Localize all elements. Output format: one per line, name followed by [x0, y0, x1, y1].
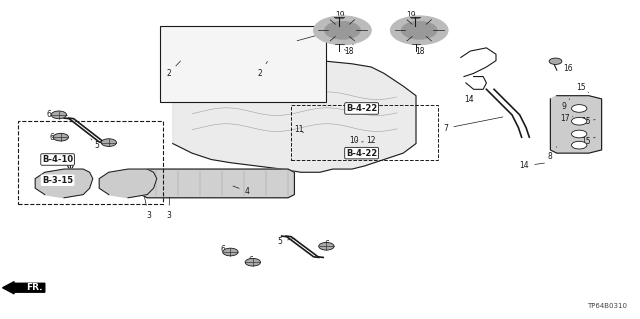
- Bar: [18, 121, 163, 204]
- Bar: [160, 26, 326, 102]
- Circle shape: [572, 130, 587, 138]
- Text: 14: 14: [520, 161, 545, 170]
- Text: B-4-10: B-4-10: [42, 155, 73, 164]
- Text: 13: 13: [353, 31, 369, 45]
- Text: B-4-22: B-4-22: [346, 104, 377, 113]
- Text: 3: 3: [166, 197, 172, 220]
- Text: 5: 5: [91, 139, 100, 150]
- Text: 12: 12: [362, 137, 376, 145]
- Text: B-4-22: B-4-22: [346, 149, 377, 158]
- Circle shape: [51, 111, 67, 119]
- Text: 6: 6: [50, 133, 55, 142]
- Circle shape: [101, 139, 116, 146]
- Text: 2: 2: [258, 61, 268, 78]
- Circle shape: [324, 21, 360, 39]
- Text: FR.: FR.: [26, 283, 42, 292]
- Text: 15: 15: [581, 117, 595, 126]
- Text: 3: 3: [145, 197, 151, 220]
- Text: B-3-15: B-3-15: [42, 176, 73, 185]
- Text: 13: 13: [421, 31, 437, 45]
- Text: 19: 19: [335, 11, 344, 20]
- Text: TP64B0310: TP64B0310: [588, 303, 627, 309]
- Circle shape: [390, 16, 448, 45]
- Circle shape: [549, 58, 562, 64]
- Polygon shape: [122, 169, 294, 198]
- Bar: [291, 105, 438, 160]
- Circle shape: [572, 141, 587, 149]
- Text: 1: 1: [297, 29, 326, 41]
- Text: 9: 9: [562, 99, 570, 111]
- Polygon shape: [550, 96, 602, 153]
- Text: 6: 6: [324, 240, 330, 249]
- Text: 5: 5: [277, 237, 295, 246]
- Text: 7: 7: [444, 117, 503, 133]
- Circle shape: [245, 258, 260, 266]
- Text: 19: 19: [406, 11, 416, 20]
- Text: 17: 17: [560, 114, 573, 123]
- Circle shape: [401, 21, 437, 39]
- Text: 6: 6: [248, 256, 253, 265]
- Text: 10: 10: [349, 137, 358, 145]
- Text: 18: 18: [415, 47, 424, 56]
- Text: 8: 8: [547, 147, 557, 161]
- FancyArrow shape: [3, 282, 45, 294]
- Text: 16: 16: [558, 61, 573, 73]
- Text: 14: 14: [464, 95, 474, 104]
- Polygon shape: [173, 61, 416, 172]
- Text: 11: 11: [294, 125, 304, 134]
- Circle shape: [319, 242, 334, 250]
- Text: 18: 18: [344, 47, 354, 56]
- Text: 6: 6: [47, 110, 53, 119]
- Circle shape: [572, 117, 587, 125]
- Text: 2: 2: [166, 61, 180, 78]
- Polygon shape: [99, 169, 157, 198]
- Circle shape: [53, 133, 68, 141]
- Circle shape: [314, 16, 371, 45]
- Text: 15: 15: [581, 137, 595, 146]
- Text: 4: 4: [233, 186, 250, 196]
- Circle shape: [223, 248, 238, 256]
- Text: 15: 15: [576, 83, 589, 93]
- Text: 6: 6: [220, 245, 230, 254]
- Polygon shape: [35, 169, 93, 198]
- Circle shape: [572, 105, 587, 112]
